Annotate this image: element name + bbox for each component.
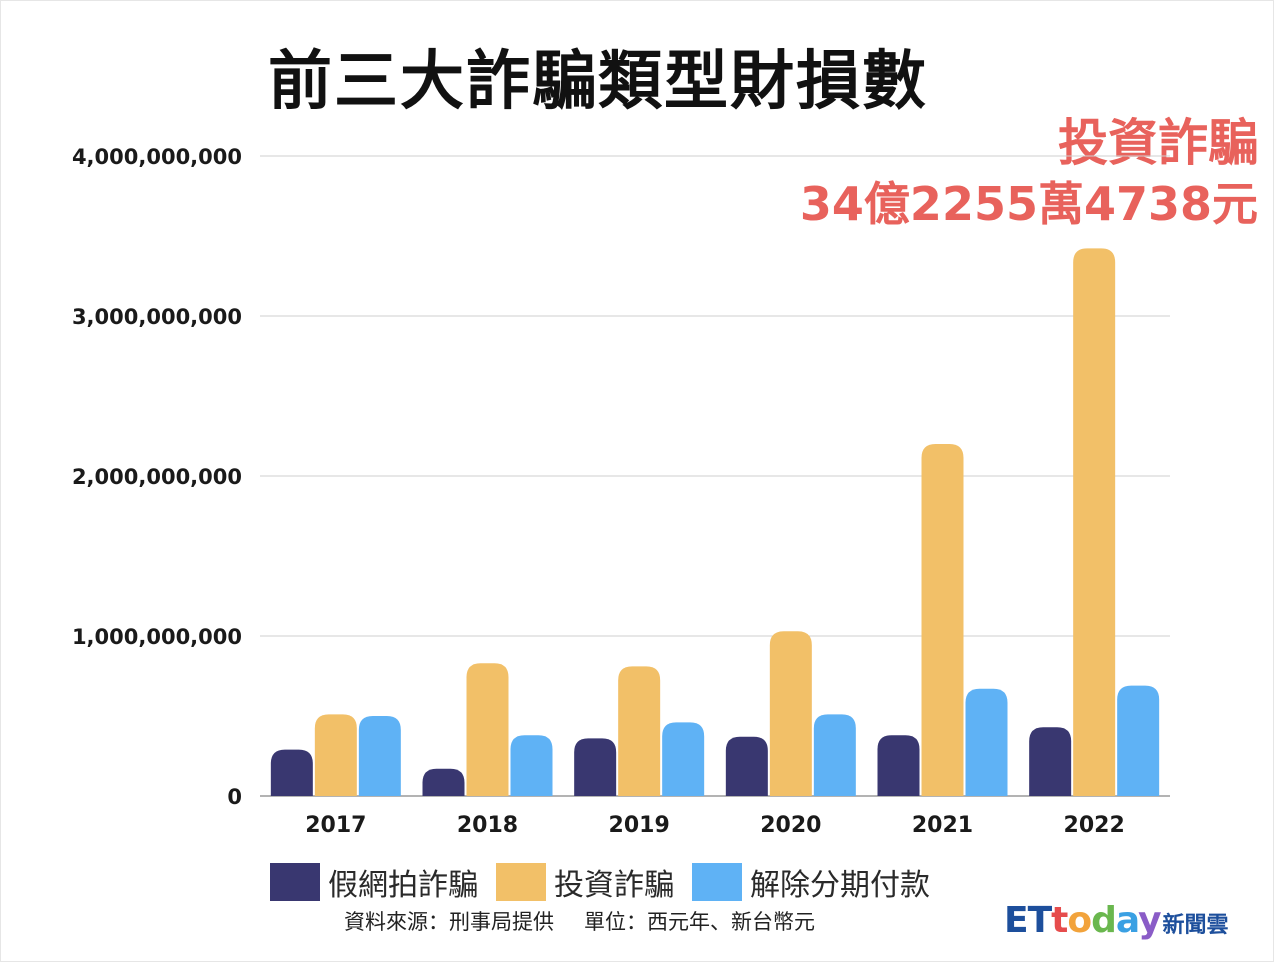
logo-letter-1: o (1067, 900, 1092, 941)
logo-et: ET (1004, 900, 1052, 941)
bar-2017-1 (314, 714, 357, 796)
chart-title: 前三大詐騙類型財損數 (268, 45, 928, 119)
bar-2022-2 (1117, 685, 1160, 796)
bar-2021-2 (965, 688, 1008, 796)
logo-letter-0: t (1051, 900, 1068, 941)
callout-label: 投資詐騙 (1058, 114, 1258, 172)
bar-2017-0 (270, 749, 313, 796)
x-tick-label: 2017 (305, 813, 366, 838)
callout-value: 34億2255萬4738元 (799, 177, 1258, 231)
bars (270, 248, 1160, 796)
bar-2017-2 (358, 716, 401, 796)
bar-2021-1 (921, 444, 964, 796)
bar-2020-2 (813, 714, 856, 796)
legend-swatch-investment (496, 863, 546, 901)
highlight-callout: 投資詐騙 34億2255萬4738元 (800, 112, 1258, 234)
y-axis-ticks: 0 1,000,000,000 2,000,000,000 3,000,000,000… (72, 145, 242, 809)
source-text: 資料來源：刑事局提供 (344, 910, 554, 934)
legend-item-fake-auction: 假網拍詐騙 (270, 860, 478, 904)
legend-item-investment: 投資詐騙 (496, 860, 674, 904)
legend-item-installment: 解除分期付款 (692, 860, 930, 904)
legend: 假網拍詐騙 投資詐騙 解除分期付款 (270, 860, 948, 904)
x-tick-label: 2019 (609, 813, 670, 838)
logo-letter-4: y (1138, 900, 1161, 941)
x-tick-label: 2020 (760, 813, 821, 838)
x-tick-label: 2018 (457, 813, 518, 838)
unit-text: 單位：西元年、新台幣元 (584, 910, 815, 934)
bar-2018-2 (510, 735, 553, 796)
ettoday-logo: ET today 新聞雲 (1004, 900, 1229, 941)
legend-label-investment: 投資詐騙 (554, 868, 674, 903)
bar-2019-1 (618, 666, 661, 796)
y-tick-label: 2,000,000,000 (72, 465, 242, 489)
legend-swatch-installment (692, 863, 742, 901)
bar-2019-0 (574, 738, 617, 796)
legend-label-fake-auction: 假網拍詐騙 (328, 868, 478, 903)
bar-2020-1 (769, 631, 812, 796)
x-tick-label: 2021 (912, 813, 973, 838)
logo-sub: 新聞雲 (1162, 913, 1229, 938)
bar-2020-0 (725, 736, 768, 796)
y-tick-label: 3,000,000,000 (72, 305, 242, 329)
x-tick-label: 2022 (1064, 813, 1125, 838)
logo-letter-3: a (1115, 900, 1139, 941)
bar-2022-0 (1029, 727, 1072, 796)
source-note: 資料來源：刑事局提供 單位：西元年、新台幣元 (344, 906, 815, 936)
y-tick-label: 0 (227, 785, 242, 809)
x-axis-ticks: 2017 2018 2019 2020 2021 2022 (305, 813, 1125, 838)
bar-2018-0 (422, 768, 465, 796)
legend-label-installment: 解除分期付款 (750, 868, 930, 903)
logo-letter-2: d (1091, 900, 1117, 941)
bar-2018-1 (466, 663, 509, 796)
legend-swatch-fake-auction (270, 863, 320, 901)
grid-lines (260, 155, 1170, 797)
bar-2022-1 (1073, 248, 1116, 796)
y-tick-label: 1,000,000,000 (72, 625, 242, 649)
bar-2021-0 (877, 735, 920, 796)
y-tick-label: 4,000,000,000 (72, 145, 242, 169)
logo-today: today (1051, 900, 1161, 941)
bar-2019-2 (662, 722, 705, 796)
